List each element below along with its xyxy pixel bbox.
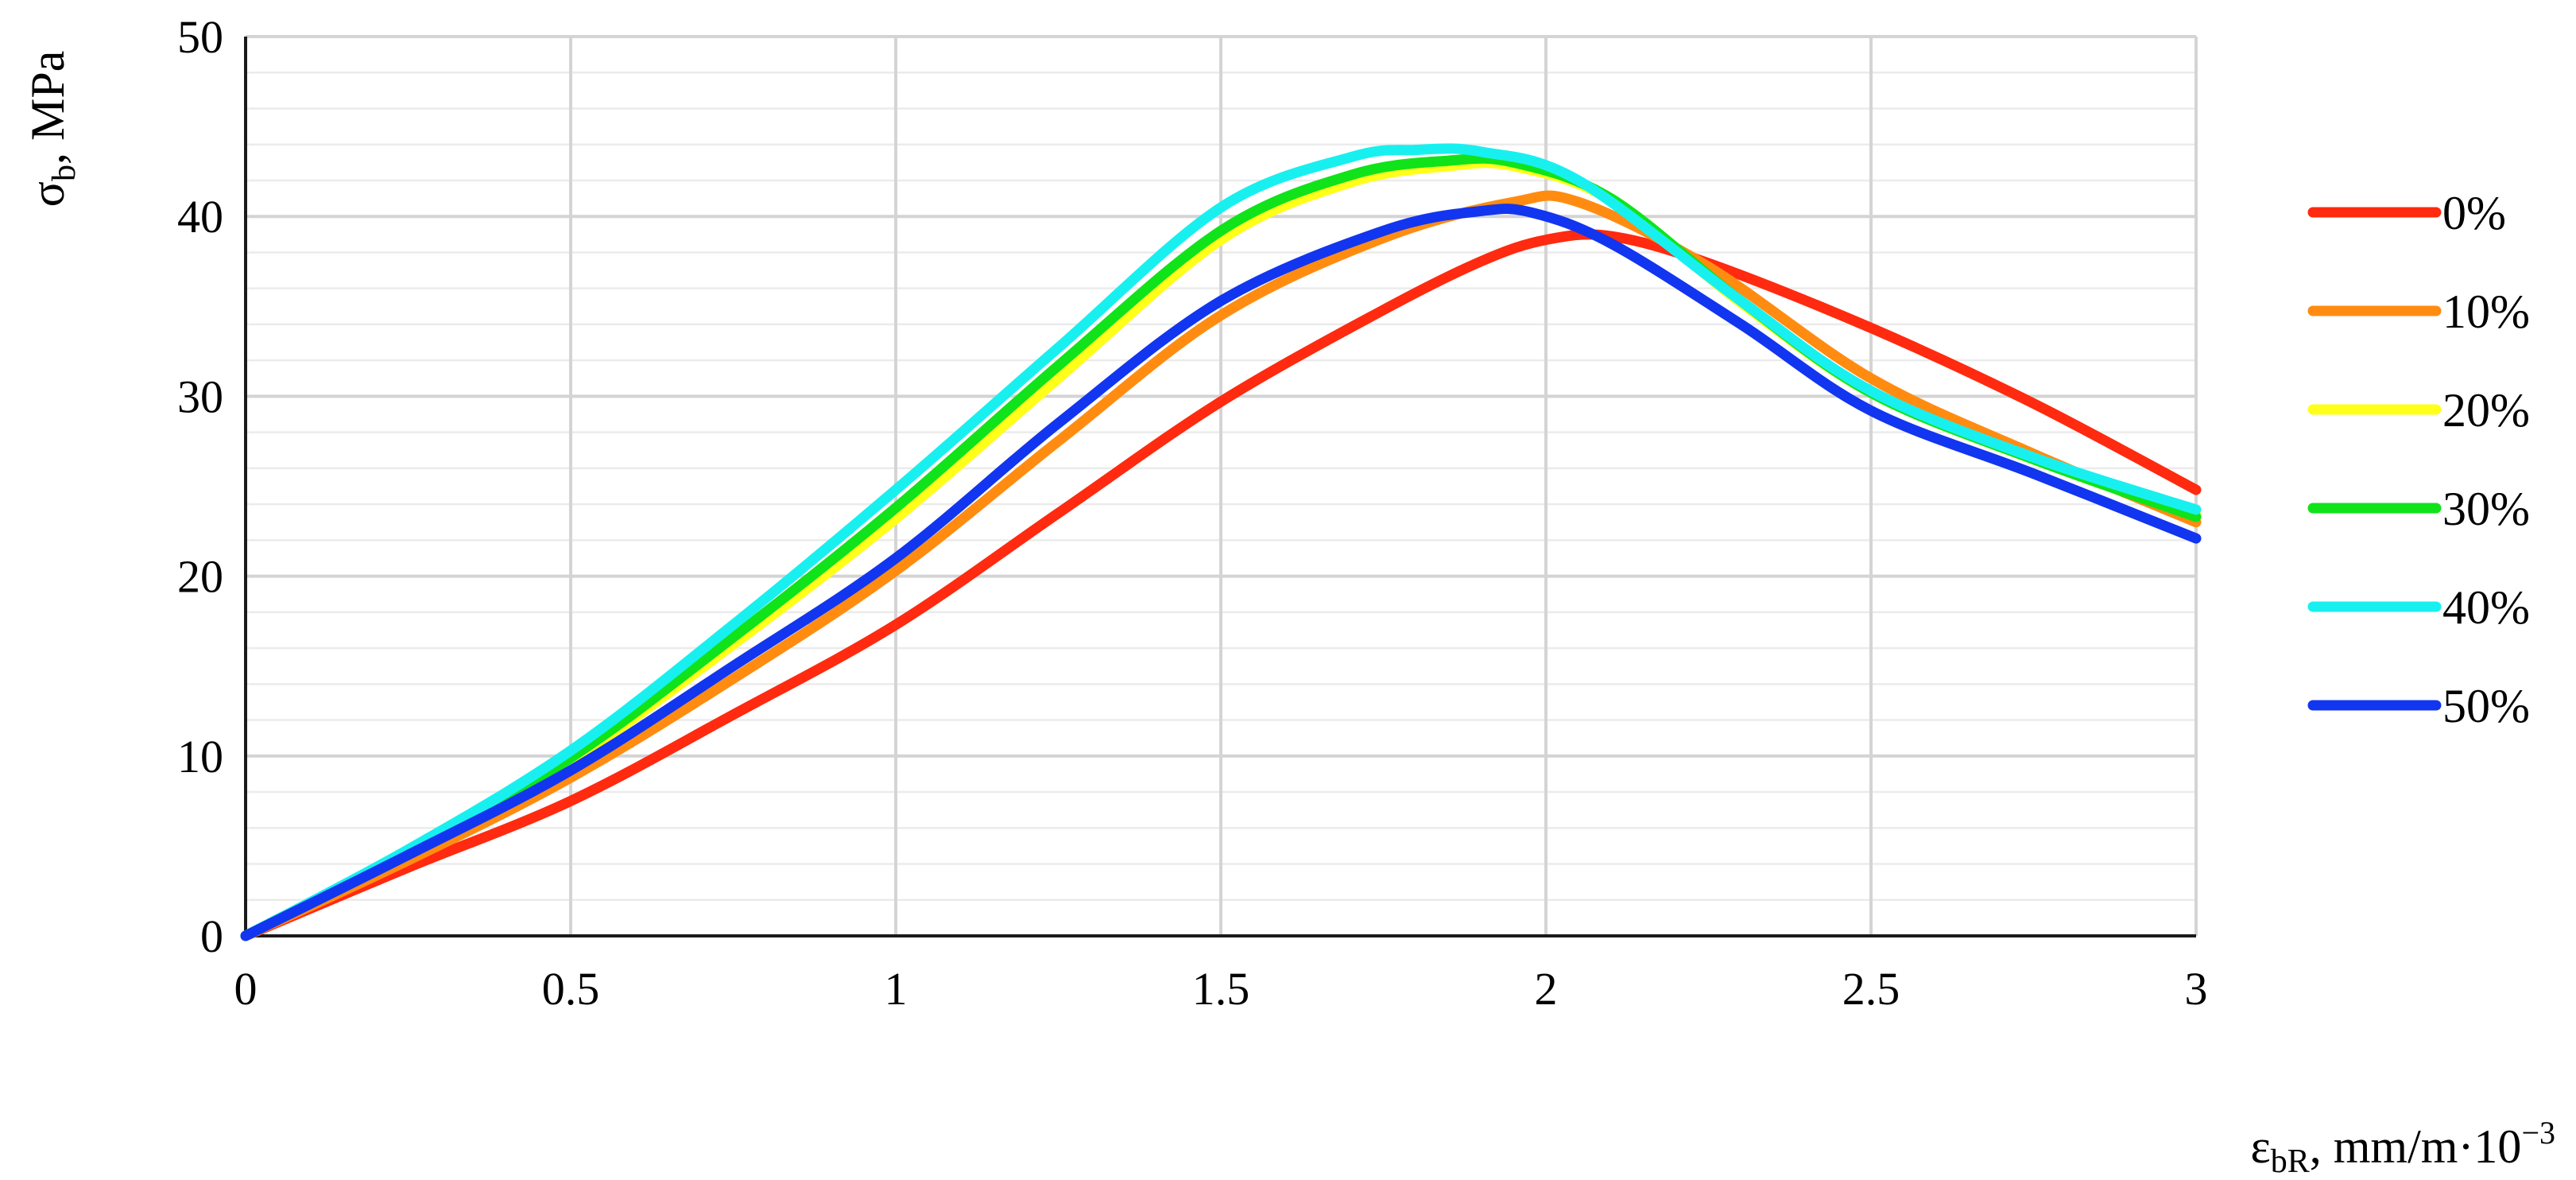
legend-label: 10% — [2442, 285, 2530, 338]
legend-label: 20% — [2442, 384, 2530, 437]
x-axis-title-superscript: −3 — [2521, 1115, 2555, 1151]
legend-label: 40% — [2442, 581, 2530, 634]
legend: 0% 10% 20% 30% 40% 50% — [2307, 187, 2530, 732]
y-axis-title-unit: , MPa — [21, 51, 74, 165]
y-tick-label: 20 — [177, 551, 223, 603]
y-axis-title: σb, MPa — [21, 51, 83, 208]
x-tick-label: 2.5 — [1842, 963, 1900, 1015]
y-tick-label: 30 — [177, 371, 223, 422]
x-axis-title-subscript: bR — [2271, 1143, 2310, 1180]
legend-label: 50% — [2442, 680, 2530, 732]
series-line-50pct — [240, 204, 2202, 941]
axes — [244, 37, 2196, 937]
y-axis-title-symbol: σ — [21, 181, 74, 207]
x-axis-title-unit: , mm/m·10 — [2310, 1120, 2522, 1173]
x-tick-label: 1.5 — [1192, 963, 1250, 1015]
series-line-40pct — [240, 143, 2202, 941]
x-tick-label: 1 — [885, 963, 908, 1015]
y-axis-title-subscript: b — [46, 165, 83, 181]
series-line-0pct — [240, 229, 2202, 941]
x-axis-title: εbR, mm/m·10−3 — [2251, 1115, 2555, 1180]
y-tick-label: 10 — [177, 731, 223, 782]
y-tick-label: 0 — [200, 910, 223, 962]
series-line-10pct — [240, 190, 2202, 941]
series-lines — [240, 143, 2202, 941]
x-axis-title-symbol: ε — [2251, 1120, 2271, 1173]
x-tick-label: 0.5 — [542, 963, 600, 1015]
y-tick-label: 50 — [177, 11, 223, 63]
legend-label: 30% — [2442, 483, 2530, 535]
x-tick-label: 2 — [1535, 963, 1558, 1015]
y-tick-label: 40 — [177, 191, 223, 243]
x-tick-label: 0 — [234, 963, 258, 1015]
legend-label: 0% — [2442, 187, 2506, 239]
x-tick-label: 3 — [2185, 963, 2208, 1015]
tick-labels: 0 10 20 30 40 50 0 0.5 1 1.5 2 2.5 3 — [177, 11, 2208, 1015]
